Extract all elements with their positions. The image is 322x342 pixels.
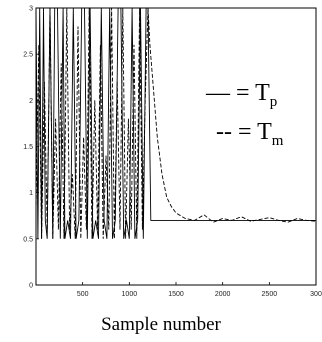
y-tick-label: 3	[29, 6, 33, 13]
x-tick-label: 500	[77, 291, 89, 298]
x-tick-label: 1500	[168, 291, 184, 298]
legend-sub-tm: m	[272, 133, 284, 149]
legend-sub-tp: p	[270, 94, 278, 110]
x-axis-label: Sample number	[101, 314, 221, 335]
legend-eq-tm: =	[232, 119, 257, 145]
y-tick-label: 0	[29, 283, 33, 290]
x-tick-label: 2500	[262, 291, 278, 298]
legend-marker-tp: —	[205, 80, 231, 106]
x-tick-label: 1000	[122, 291, 138, 298]
legend-sym-tp: T	[255, 80, 270, 106]
x-tick-label: 2000	[215, 291, 231, 298]
y-tick-label: 2	[29, 98, 33, 105]
legend-sym-tm: T	[257, 119, 272, 145]
y-tick-label: 0.5	[23, 236, 33, 243]
legend-marker-tm: --	[216, 119, 232, 145]
x-tick-label: 300	[310, 291, 322, 298]
legend-entry-tm: -- = Tm	[216, 119, 284, 149]
legend: — = Tp -- = Tm	[205, 80, 284, 149]
y-tick-label: 1	[29, 190, 33, 197]
series-line-tm	[35, 7, 317, 239]
legend-entry-tp: — = Tp	[205, 80, 277, 110]
y-tick-label: 1.5	[23, 144, 33, 151]
legend-eq-tp: =	[230, 80, 255, 106]
series-line-tp	[35, 7, 316, 239]
y-tick-label: 2.5	[23, 52, 33, 59]
